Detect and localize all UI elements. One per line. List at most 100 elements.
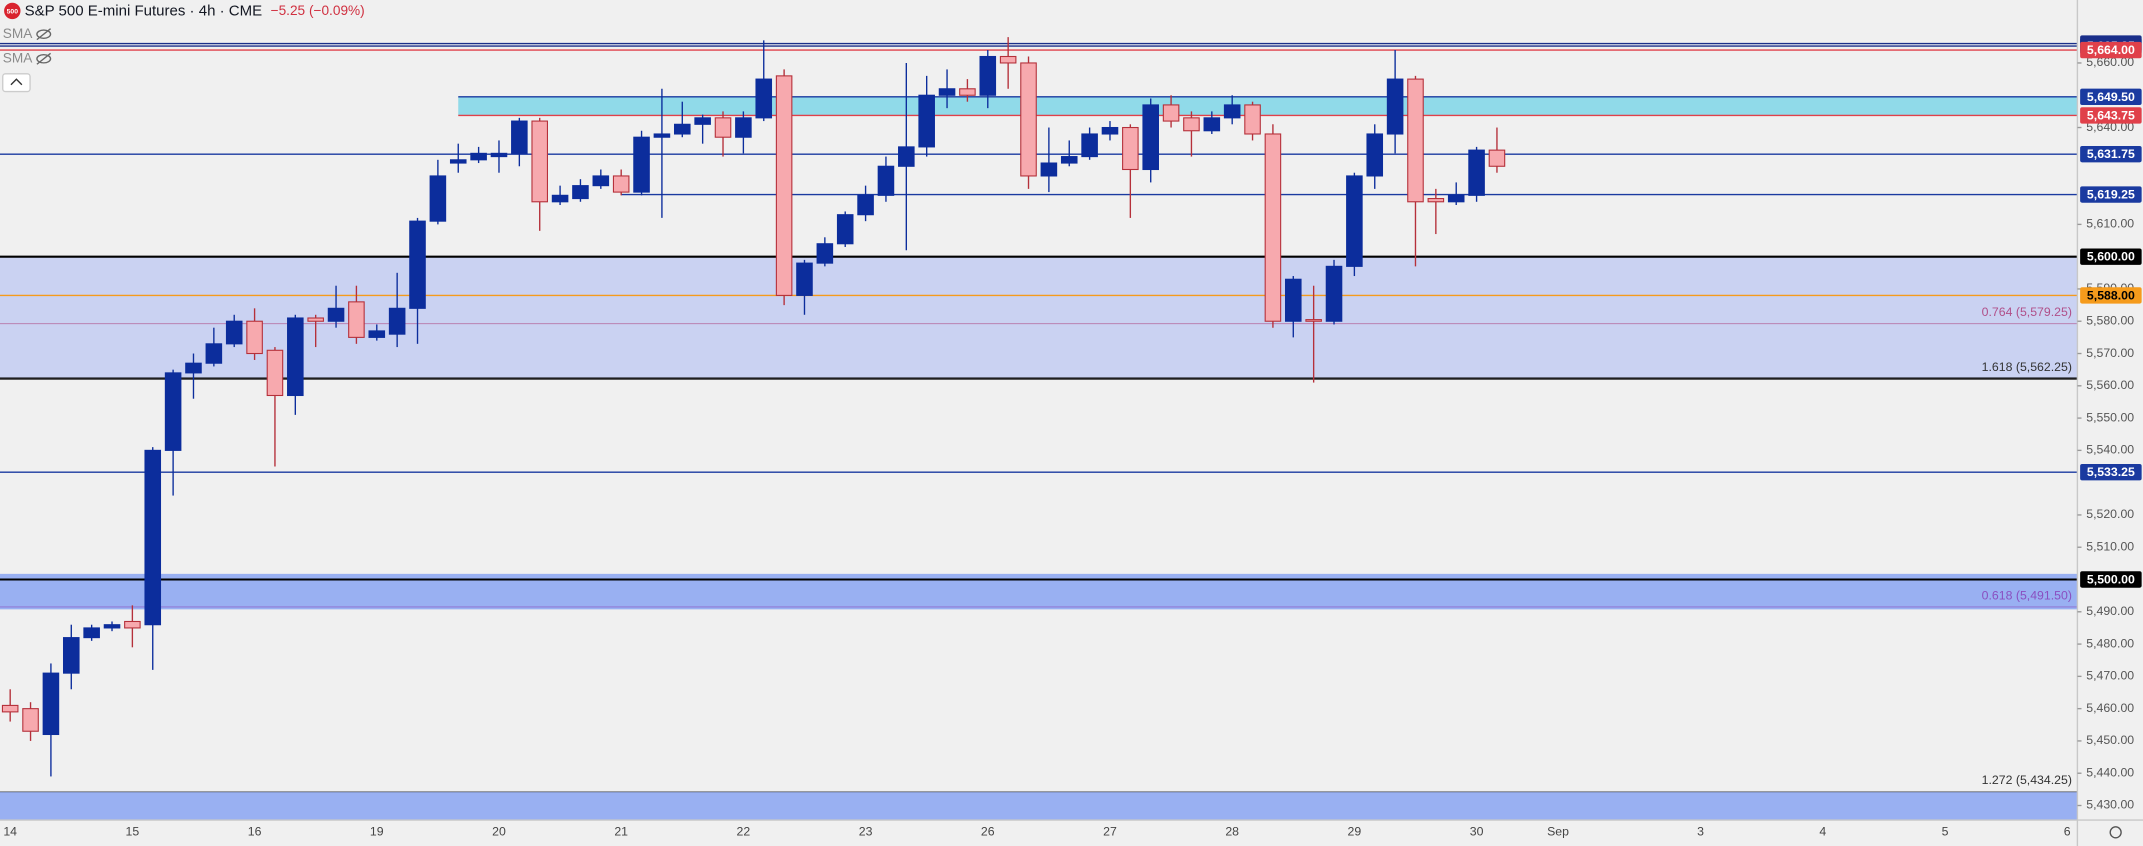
candle-body [999,55,1017,64]
candle-body [185,362,202,374]
candle-body [938,88,956,96]
candle-body [836,214,854,245]
x-tick-label: 19 [370,825,384,839]
candle-body [531,120,549,203]
candle-body [124,620,141,629]
y-tick-label: 5,580.00 [2086,313,2134,327]
x-tick-label: 5 [1942,825,1949,839]
candle-body [816,243,834,264]
zone [0,256,2078,379]
eye-icon[interactable] [36,28,52,65]
candle-body [1142,104,1160,171]
y-tick-label: 5,450.00 [2086,733,2134,747]
candle-body [1122,126,1139,171]
candle-body [653,133,671,138]
candle-body [388,307,406,335]
x-tick-label: 3 [1697,825,1704,839]
x-tick-label: 20 [492,825,506,839]
candle-body [511,120,528,154]
symbol-title[interactable]: S&P 500 E-mini Futures · 4h · CME [25,3,263,20]
settings-icon[interactable] [2109,826,2122,839]
y-tick-label: 5,610.00 [2086,217,2134,231]
candle-body [1203,117,1221,132]
price-badge-label: 5,619.25 [2087,187,2135,201]
candle-body [1386,78,1404,135]
candle-body [1284,278,1302,322]
y-tick-label: 5,510.00 [2086,539,2134,553]
candle-body [898,146,915,167]
price-badge [2080,248,2142,265]
candle-body [979,55,997,96]
price-badge [2080,571,2142,588]
candle-body [1040,162,1058,177]
candle-body [1223,104,1241,119]
candle-body [735,117,752,138]
x-tick-label: 26 [981,825,995,839]
price-badge-label: 5,643.75 [2087,108,2135,122]
candle-body [694,117,711,125]
candle-body [246,320,263,355]
y-tick-label: 5,520.00 [2086,507,2134,521]
price-badge-label: 5,533.25 [2087,465,2135,479]
symbol-logo [4,2,21,20]
candle-body [1020,62,1037,177]
candle-body [1488,149,1506,167]
price-badge-label: 5,588.00 [2087,288,2135,302]
price-badge-label: 5,664.00 [2087,43,2135,57]
indicator-label[interactable]: SMA [3,26,33,41]
y-tick-label: 5,570.00 [2086,346,2134,360]
price-badge [2080,463,2142,481]
x-tick-label: 6 [2064,825,2071,839]
y-tick-label: 5,480.00 [2086,636,2134,650]
candle-body [1081,133,1098,158]
candle-body [918,94,935,148]
candle-body [1264,133,1282,322]
header: 500 S&P 500 E-mini Futures · 4h · CME −5… [2,2,365,93]
x-tick-label: Sep [1547,825,1569,839]
candle-body [1244,104,1261,135]
price-badge-label: 5,649.50 [2087,90,2135,104]
candle-body [449,159,467,164]
candle-body [1162,104,1180,122]
indicator-label[interactable]: SMA [3,50,33,65]
candle-body [1447,194,1465,203]
candle-body [673,123,691,135]
candle-body [1183,117,1200,132]
y-tick-label: 5,560.00 [2086,378,2134,392]
x-tick-label: 4 [1819,825,1826,839]
candle-body [490,152,508,158]
x-tick-label: 29 [1348,825,1362,839]
x-tick-label: 15 [126,825,140,839]
candle-body [1427,198,1445,203]
candle-body [1346,175,1363,267]
candle-body [83,627,100,639]
x-tick-label: 22 [737,825,751,839]
candle-body [470,152,487,161]
candle-body [1366,133,1384,177]
price-badge [2080,145,2142,163]
price-change: −5.25 (−0.09%) [271,3,365,18]
candle-body [1325,265,1343,322]
candle-body [755,78,773,119]
collapse-button[interactable] [2,73,31,93]
candle-body [1305,319,1322,322]
y-tick-label: 5,430.00 [2086,798,2134,812]
plot-area [0,37,2078,821]
candle-body [1101,126,1119,135]
candle-body [144,449,162,626]
candle-body [287,317,304,397]
fib-label: 0.764 (5,579.25) [1982,305,2072,319]
candle-body [857,194,874,216]
candle-body [1407,78,1424,203]
candle-body [633,136,650,193]
x-tick-label: 21 [614,825,628,839]
candle-body [348,301,365,338]
candle-body [205,343,223,364]
price-badge [2080,107,2142,124]
candle-body [164,372,182,451]
candle-body [775,75,793,296]
candle-body [877,165,895,196]
y-tick-label: 5,460.00 [2086,701,2134,715]
candle-body [103,624,121,629]
